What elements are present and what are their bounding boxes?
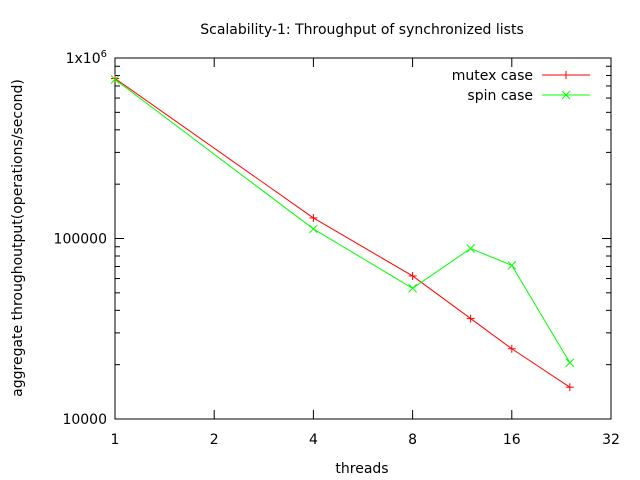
- x-tick-label: 8: [408, 432, 417, 448]
- legend-marker: [561, 90, 571, 100]
- data-point: [507, 260, 517, 270]
- series-line: [114, 79, 571, 363]
- legend: mutex case spin case: [452, 68, 590, 104]
- y-tick-label: 100000: [54, 232, 107, 248]
- data-point: [466, 244, 475, 253]
- series-group: [110, 74, 575, 392]
- data-point: [309, 224, 318, 234]
- chart-title: Scalability-1: Throughput of synchronize…: [200, 22, 524, 38]
- data-point: [565, 358, 575, 368]
- y-tick-label-base: 1x10: [66, 51, 101, 67]
- series-spin-case: [110, 75, 575, 368]
- legend-label: mutex case: [452, 68, 533, 84]
- x-axis-label: threads: [335, 461, 388, 477]
- y-axis-label: aggregate throughoutput(operations/secon…: [10, 79, 26, 397]
- data-point: [408, 283, 417, 293]
- data-point: [110, 75, 120, 84]
- y-tick-label: 1x106: [66, 49, 107, 67]
- x-tick-label: 32: [602, 432, 620, 448]
- axes: 1 2 4 8 16 32 10000 100000 1x106: [54, 49, 620, 448]
- series-line: [114, 78, 571, 388]
- x-tick-label: 1: [111, 432, 120, 448]
- x-tick-label: 4: [309, 432, 318, 448]
- legend-label: spin case: [467, 88, 533, 104]
- x-tick-label: 2: [210, 432, 219, 448]
- series-mutex-case: [111, 74, 574, 392]
- y-tick-label-exponent: 6: [101, 49, 107, 60]
- y-tick-label: 10000: [62, 412, 107, 428]
- x-tick-label: 16: [503, 432, 521, 448]
